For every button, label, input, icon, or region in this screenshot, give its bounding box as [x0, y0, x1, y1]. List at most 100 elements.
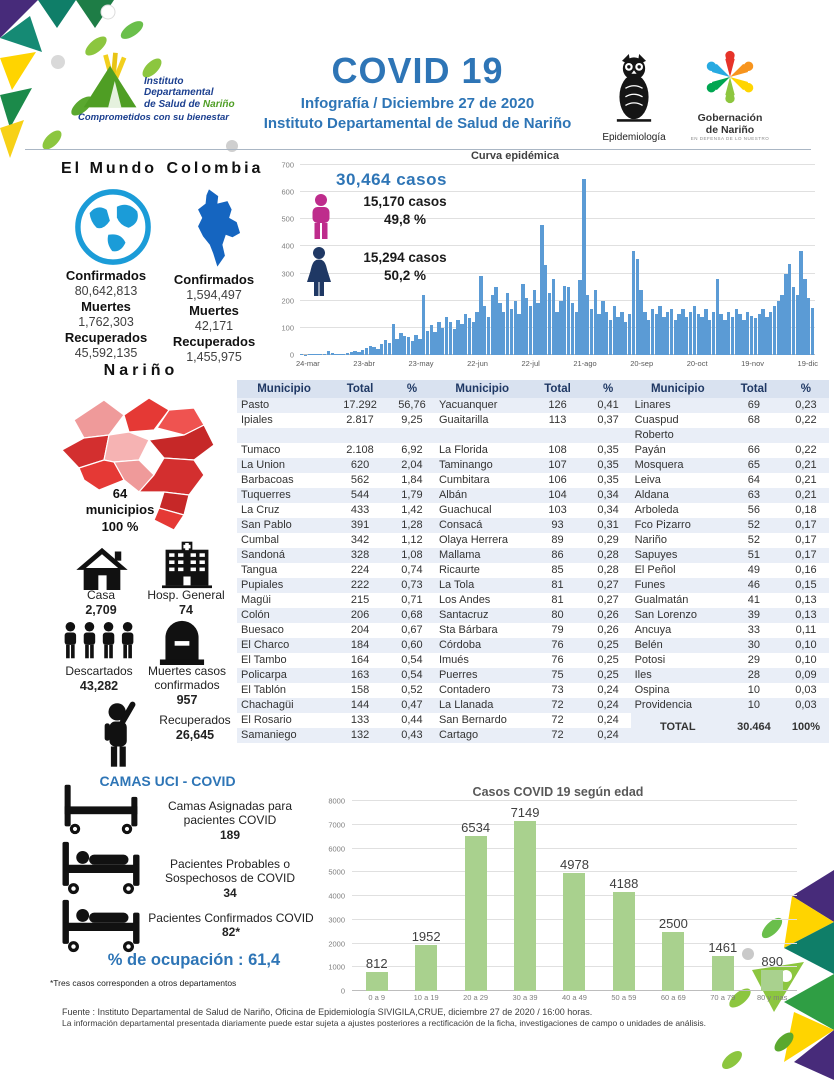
municipio-name-cell: El Tablón — [241, 683, 287, 696]
x-axis-tick-label: 22-jun — [467, 359, 488, 368]
municipio-name-cell: Pupiales — [237, 578, 332, 593]
municipios-count: 64 municipios 100 % — [85, 486, 155, 534]
epi-daily-bar — [776, 300, 780, 355]
municipio-value-cell: 391 — [331, 518, 389, 533]
epi-daily-bar — [483, 306, 487, 355]
municipio-value-cell: 0,10 — [795, 653, 817, 666]
municipio-value-cell: 76 — [529, 638, 586, 653]
municipio-name-cell: El Peñol — [634, 563, 676, 576]
epi-daily-bar — [463, 314, 468, 355]
municipio-value-cell: 10 — [724, 698, 783, 713]
municipio-value-cell: 0,28 — [585, 548, 631, 563]
epi-daily-bar — [338, 354, 342, 355]
age-category-label: 80 y mas — [757, 993, 788, 1002]
age-bar-value-label: 4978 — [560, 856, 589, 872]
epi-daily-bar — [319, 354, 323, 355]
municipio-value-cell: 17.292 — [331, 398, 389, 413]
municipio-value-cell: 104 — [529, 488, 586, 503]
age-bar-column: 2500 — [649, 801, 698, 991]
municipio-value-cell: 0,24 — [585, 698, 631, 713]
municipio-value-cell: 28 — [724, 668, 783, 683]
epi-daily-bar — [749, 315, 754, 355]
table-header-cell: Total — [529, 380, 586, 398]
municipio-value-cell: 0,44 — [401, 713, 423, 726]
municipio-value-cell: 6,92 — [401, 443, 423, 456]
municipio-value-cell: 433 — [350, 503, 370, 516]
epi-daily-bar — [399, 333, 403, 355]
table-row: Buesaco 204 0,67 Sta Bárbara 79 0,26 Ancuya 33 0… — [237, 623, 829, 638]
institute-logo: Instituto Departamental de Salud de Nari… — [78, 52, 248, 123]
table-header: Municipio Total% Municipio Total% Municipio T… — [237, 380, 829, 398]
epi-daily-bar — [707, 319, 712, 355]
institute-volcano-icon — [83, 52, 137, 108]
municipio-value-cell: 2.817 — [346, 413, 374, 426]
municipio-name-cell: La Tola — [434, 578, 530, 593]
epi-daily-bar — [544, 265, 548, 355]
gridline — [300, 164, 815, 165]
municipio-value-cell: 0,24 — [597, 683, 619, 696]
institute-name: Instituto Departamental de Salud de Nari… — [144, 75, 235, 110]
epi-daily-bar — [631, 250, 636, 355]
municipio-name-cell: Funes — [630, 578, 725, 593]
epi-daily-bar — [475, 311, 479, 355]
municipio-value-cell: 163 — [331, 668, 389, 683]
municipio-value-cell: 0,23 — [782, 398, 829, 413]
epi-daily-bar — [643, 311, 647, 355]
epi-daily-bar — [433, 331, 437, 355]
table-header-cell: Municipio — [237, 380, 332, 398]
municipio-name-cell: Providencia — [630, 698, 725, 713]
y-axis-tick-label: 8000 — [328, 796, 345, 806]
municipio-value-cell: 0,03 — [782, 698, 829, 713]
epi-daily-bar — [536, 303, 540, 355]
table-total-cell: 30.464 — [724, 713, 783, 743]
epi-daily-bar — [406, 337, 411, 355]
municipio-name-cell: Nariño — [634, 533, 667, 546]
total-cases: 30,464 casos — [336, 170, 447, 189]
epi-daily-bar — [441, 327, 445, 355]
table-row: Tangua 224 0,74 Ricaurte 85 0,28 El Peñol 49 0,1… — [237, 563, 829, 578]
municipio-value-cell: 0,18 — [795, 503, 817, 516]
table-row: Barbacoas 562 1,84 Cumbitara 106 0,35 Leiva 64 0… — [237, 473, 829, 488]
gridline — [300, 272, 815, 274]
municipio-value-cell: 108 — [548, 443, 567, 456]
epi-daily-bar — [551, 279, 556, 355]
age-bar-column: 1952 — [401, 801, 450, 991]
male-cases: 15,170 casos — [363, 194, 447, 209]
recuperados-stat: Recuperados 26,645 — [159, 713, 231, 742]
table-row: San Pablo 391 1,28 Consacá 93 0,31 Fco Pizarro… — [237, 518, 829, 533]
table-header-cell: % — [782, 380, 829, 398]
epi-daily-bar — [719, 314, 723, 355]
epi-daily-bar — [341, 353, 346, 355]
epi-daily-bar — [597, 314, 601, 355]
municipio-name-cell: Taminango — [434, 458, 530, 473]
table-header-cell: Municipio — [434, 380, 530, 398]
municipio-name-cell: Tumaco — [241, 443, 281, 456]
y-axis-tick-label: 5000 — [328, 867, 345, 877]
municipio-value-cell: 0,21 — [795, 473, 817, 486]
epi-daily-bar — [700, 317, 704, 355]
municipio-value-cell: 215 — [350, 593, 370, 606]
municipio-name-cell: Guachucal — [438, 503, 492, 516]
age-category-label: 10 a 19 — [413, 993, 439, 1002]
table-row: Roberto — [237, 428, 829, 443]
epi-daily-bar — [677, 314, 681, 355]
municipio-value-cell: 132 — [331, 728, 389, 743]
epi-daily-bar — [810, 307, 815, 355]
epi-daily-bar — [563, 285, 567, 355]
municipio-name-cell: Sandoná — [237, 548, 332, 563]
gridline — [352, 800, 797, 801]
municipio-value-cell: 52 — [724, 518, 783, 533]
epi-daily-bar — [555, 311, 559, 355]
uci-confirmados: Pacientes Confirmados COVID 82* — [148, 911, 314, 940]
municipio-value-cell: 0,37 — [597, 413, 619, 426]
municipio-name-cell: Aldana — [630, 488, 725, 503]
epi-daily-bar — [315, 353, 319, 355]
epi-daily-bar — [799, 250, 803, 355]
municipio-value-cell: 29 — [747, 653, 761, 666]
epi-daily-bar — [624, 322, 628, 355]
bed-patient-icon — [62, 841, 140, 895]
people-group-icon — [64, 622, 134, 659]
municipio-value-cell: 64 — [747, 473, 761, 486]
epi-daily-bar — [658, 306, 662, 355]
epi-curve-x-axis: 24-mar 23-abr 23-may 22-jun 22-jul 21-ago 20-s… — [296, 359, 818, 368]
